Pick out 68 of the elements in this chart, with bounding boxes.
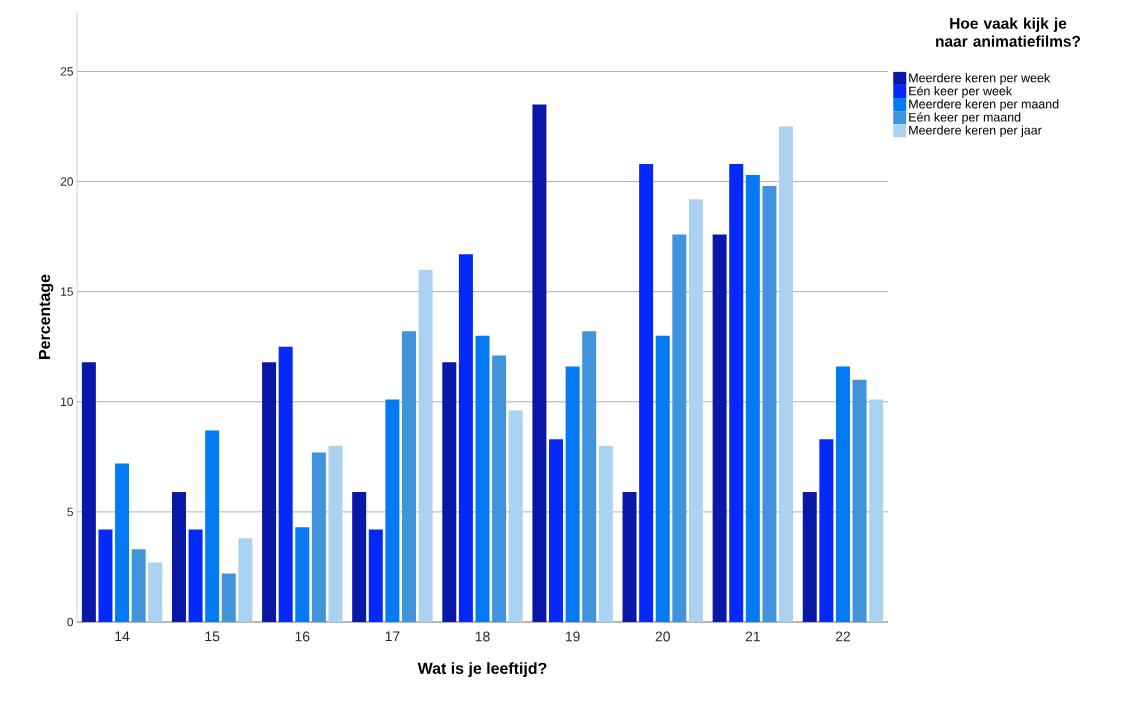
bar xyxy=(171,492,186,622)
bar xyxy=(565,366,580,622)
bar xyxy=(352,492,367,622)
y-tick-label: 25 xyxy=(60,67,73,76)
bar xyxy=(598,445,613,622)
x-tick-label: 18 xyxy=(475,631,490,642)
bar xyxy=(131,549,146,622)
bar xyxy=(582,331,597,622)
x-tick-label: 17 xyxy=(385,631,400,642)
bar xyxy=(295,527,310,622)
legend-label: Meerdere keren per week xyxy=(909,73,1051,85)
bar xyxy=(819,439,834,622)
bar xyxy=(729,163,744,622)
bar xyxy=(81,362,96,622)
x-tick-label: 14 xyxy=(115,631,130,642)
bar xyxy=(532,104,547,622)
bar xyxy=(262,362,277,622)
bar xyxy=(418,269,433,622)
bar xyxy=(549,439,564,622)
y-tick-label: 0 xyxy=(67,617,74,627)
bar xyxy=(98,529,113,622)
bar xyxy=(762,185,777,622)
legend-label: Eén keer per week xyxy=(909,86,1013,98)
bar xyxy=(688,199,703,622)
bar xyxy=(115,463,130,622)
legend-label: Eén keer per maand xyxy=(909,112,1021,125)
bar xyxy=(492,355,507,622)
x-tick-label: 22 xyxy=(835,631,851,642)
bar xyxy=(328,445,343,622)
x-tick-label: 16 xyxy=(295,631,310,642)
y-tick-label: 10 xyxy=(61,397,74,407)
y-tick-label: 20 xyxy=(60,177,74,186)
x-axis-title: Wat is je leeftijd? xyxy=(417,662,547,678)
x-tick-label: 20 xyxy=(655,631,670,642)
bar xyxy=(802,492,817,622)
bar xyxy=(745,174,760,622)
bar xyxy=(148,562,163,622)
x-tick-label: 21 xyxy=(745,631,760,642)
bar xyxy=(475,335,490,622)
legend-label: Meerdere keren per maand xyxy=(909,99,1059,111)
bar xyxy=(188,529,203,622)
y-tick-label: 5 xyxy=(67,507,73,517)
bar xyxy=(639,163,654,622)
bar xyxy=(368,529,383,622)
bar xyxy=(869,399,884,622)
bar xyxy=(278,346,293,622)
bar xyxy=(712,234,727,622)
bar xyxy=(672,234,687,622)
bar xyxy=(655,335,670,622)
bar xyxy=(779,126,794,622)
x-tick-label: 19 xyxy=(565,631,580,642)
bar xyxy=(852,379,867,622)
y-tick-label: 15 xyxy=(61,287,73,296)
bar xyxy=(835,366,850,622)
bar xyxy=(221,573,236,622)
bar xyxy=(508,410,523,622)
legend-label: Meerdere keren per jaar xyxy=(909,125,1042,138)
bar xyxy=(238,538,253,622)
bar xyxy=(442,362,457,622)
legend-title: Hoe vaak kijk je naar animatiefilms? xyxy=(936,17,1081,47)
bar xyxy=(205,430,220,622)
bar xyxy=(385,399,400,622)
bar xyxy=(622,492,637,622)
bar xyxy=(311,452,326,622)
y-axis-title: Percentage xyxy=(39,274,54,359)
bar xyxy=(458,254,473,622)
x-tick-label: 15 xyxy=(205,631,220,642)
bar xyxy=(401,331,416,622)
